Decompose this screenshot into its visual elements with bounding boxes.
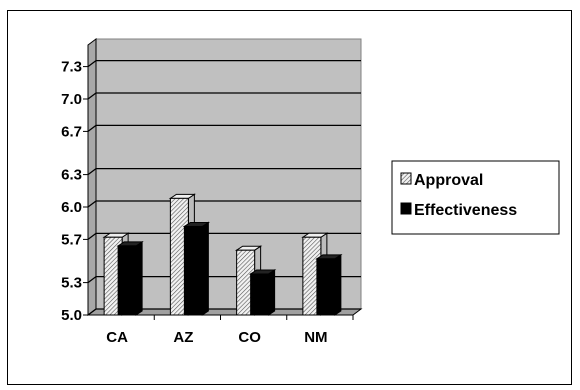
gridline-depth <box>87 124 97 132</box>
bar-side <box>268 269 276 316</box>
x-tick-label: NM <box>304 329 327 346</box>
gridline-depth <box>87 92 97 100</box>
y-tick-label: 5.7 <box>61 231 82 248</box>
y-tick-label: 6.7 <box>61 123 82 140</box>
bar-effectiveness-az <box>182 221 211 316</box>
gridline-depth <box>87 232 97 240</box>
y-tick-label: 6.0 <box>61 199 82 216</box>
legend: Approval Effectiveness <box>391 160 560 235</box>
bars <box>102 193 343 316</box>
legend-label-approval: Approval <box>414 172 483 189</box>
legend-swatch-effectiveness <box>400 202 412 215</box>
axis-labels: 5.0 5.3 5.7 6.0 6.3 6.7 7.0 7.3 CA AZ CO NM <box>61 59 354 346</box>
bar-side <box>201 221 209 316</box>
y-tick-label: 5.0 <box>61 307 82 324</box>
y-tick-label: 7.0 <box>61 91 82 108</box>
side-wall <box>87 38 97 316</box>
y-tick-label: 6.3 <box>61 167 82 184</box>
x-tick-label: AZ <box>173 329 193 346</box>
bar-effectiveness-nm <box>315 253 343 316</box>
gridline-depth <box>87 168 97 176</box>
gridline-depth <box>87 308 97 316</box>
legend-box <box>391 160 560 235</box>
bar-side <box>334 253 342 316</box>
gridline-depth <box>87 60 97 68</box>
legend-swatch-approval <box>400 172 412 185</box>
y-tick-label: 5.3 <box>61 275 82 292</box>
bar-effectiveness-co <box>248 269 277 316</box>
bar-front <box>316 258 336 316</box>
x-tick-label: CO <box>238 329 261 346</box>
bar-effectiveness-ca <box>116 240 144 316</box>
bar-front <box>183 225 203 316</box>
bar-side <box>135 240 143 316</box>
x-tick-label: CA <box>106 329 128 346</box>
bar-front <box>250 273 270 316</box>
plot-area <box>86 38 363 316</box>
gridline-depth <box>87 276 97 284</box>
bar-front <box>117 245 137 316</box>
legend-label-effectiveness: Effectiveness <box>414 202 517 219</box>
y-tick-label: 7.3 <box>61 59 82 76</box>
gridline-depth <box>87 200 97 208</box>
